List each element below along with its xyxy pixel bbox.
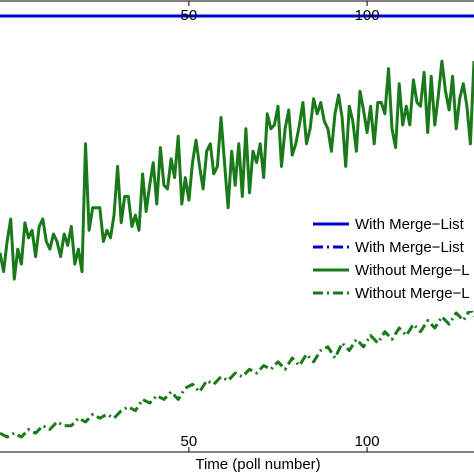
legend-label-2: Without Merge−L bbox=[355, 262, 470, 279]
legend-label-0: With Merge−List bbox=[355, 216, 465, 233]
legend-label-1: With Merge−List bbox=[355, 239, 465, 256]
x-tick-label-bottom-1: 100 bbox=[355, 433, 380, 450]
ticks-layer: 50 50 100 100 bbox=[181, 1, 380, 452]
x-tick-label-top-0: 50 bbox=[181, 7, 198, 24]
x-tick-label-bottom-0: 50 bbox=[181, 433, 198, 450]
series-line-1 bbox=[0, 59, 474, 281]
series-layer bbox=[0, 14, 474, 439]
series-line-2 bbox=[0, 307, 474, 439]
x-axis-title: Time (poll number) bbox=[195, 456, 320, 473]
axes-layer bbox=[0, 0, 474, 453]
legend: With Merge−List With Merge−List Without … bbox=[303, 206, 474, 311]
x-tick-label-top-1: 100 bbox=[355, 7, 380, 24]
legend-label-3: Without Merge−L bbox=[355, 285, 470, 302]
